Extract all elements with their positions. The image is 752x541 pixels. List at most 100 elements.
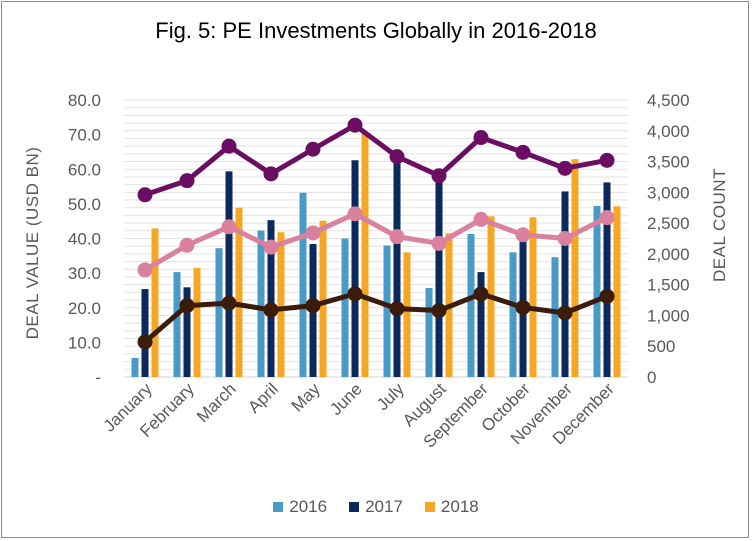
deal-count-point xyxy=(599,288,615,304)
deal-count-point xyxy=(179,298,195,314)
deal-count-point xyxy=(263,166,279,182)
deal-count-point xyxy=(557,160,573,176)
deal-count-point xyxy=(515,299,531,315)
bar-2018-june xyxy=(361,133,369,377)
deal-count-point xyxy=(263,239,279,255)
legend-swatch xyxy=(424,502,435,512)
y2-tick-label: 2,000 xyxy=(647,245,690,264)
deal-count-point xyxy=(473,130,489,146)
legend-label: 2018 xyxy=(440,497,479,516)
deal-count-point xyxy=(389,301,405,317)
deal-count-point xyxy=(515,144,531,160)
bar-2017-december xyxy=(603,182,611,377)
deal-count-point xyxy=(473,211,489,227)
y-tick-label: 50.0 xyxy=(68,195,101,214)
y2-tick-label: 2,500 xyxy=(647,214,690,233)
deal-count-point xyxy=(221,219,237,235)
bar-2016-october xyxy=(509,252,517,377)
deal-count-point xyxy=(221,138,237,154)
bar-2017-january xyxy=(141,289,149,377)
y2-axis-title: DEAL COUNT xyxy=(710,168,729,282)
bar-2018-april xyxy=(277,232,285,377)
bar-2016-december xyxy=(593,205,601,377)
legend: 2016 2017 2018 xyxy=(0,497,752,517)
deal-count-point xyxy=(557,231,573,246)
deal-count-point xyxy=(389,229,405,245)
bar-2017-april xyxy=(267,220,275,377)
deal-count-line-3 xyxy=(143,291,608,344)
x-tick-label: March xyxy=(193,379,240,426)
x-tick-label: June xyxy=(326,379,366,419)
bar-2017-august xyxy=(435,172,443,377)
bar-2016-june xyxy=(341,238,349,377)
legend-item-2018: 2018 xyxy=(424,497,479,517)
x-tick-label: April xyxy=(244,379,281,416)
legend-swatch xyxy=(273,502,284,512)
y-tick-label: 40.0 xyxy=(68,230,101,249)
deal-count-point xyxy=(179,173,195,189)
deal-count-point xyxy=(431,303,447,319)
bar-2016-august xyxy=(425,288,433,377)
y-tick-label: - xyxy=(95,368,101,387)
bar-2016-july xyxy=(383,245,391,377)
deal-count-point xyxy=(599,152,615,168)
y-tick-label: 60.0 xyxy=(68,160,101,179)
bar-2017-june xyxy=(351,160,359,377)
bar-2016-february xyxy=(173,272,181,377)
y-tick-label: 20.0 xyxy=(68,299,101,318)
deal-count-point xyxy=(431,168,447,184)
deal-count-point xyxy=(389,149,405,165)
deal-count-point xyxy=(557,305,573,321)
bar-2017-march xyxy=(225,171,233,377)
y2-tick-label: 3,000 xyxy=(647,183,690,202)
bar-2016-january xyxy=(131,357,139,377)
bar-2018-may xyxy=(319,220,327,377)
bar-2018-october xyxy=(529,217,537,377)
deal-count-point xyxy=(431,235,447,251)
deal-count-point xyxy=(137,187,153,203)
bar-2017-february xyxy=(183,287,191,377)
bar-2018-december xyxy=(613,206,621,377)
bar-2016-november xyxy=(551,257,559,377)
deal-count-point xyxy=(137,262,153,278)
bar-2016-april xyxy=(257,230,265,377)
y-tick-label: 80.0 xyxy=(68,91,101,110)
deal-count-point xyxy=(137,334,153,350)
lines xyxy=(137,117,615,350)
bar-2018-january xyxy=(151,228,159,377)
y-tick-label: 10.0 xyxy=(68,333,101,352)
bar-2018-march xyxy=(235,207,243,377)
deal-count-point xyxy=(473,286,489,302)
bar-2018-july xyxy=(403,252,411,377)
y-tick-label: 70.0 xyxy=(68,126,101,145)
x-tick-label: July xyxy=(373,379,408,414)
bar-2016-march xyxy=(215,248,223,377)
deal-count-point xyxy=(347,117,363,133)
y2-tick-label: 1,500 xyxy=(647,276,690,295)
legend-item-2017: 2017 xyxy=(349,497,403,517)
chart-title: Fig. 5: PE Investments Globally in 2016-… xyxy=(155,18,597,43)
deal-count-point xyxy=(347,286,363,302)
deal-count-point xyxy=(305,141,321,157)
bar-2016-september xyxy=(467,233,475,377)
y2-tick-label: 3,500 xyxy=(647,153,690,172)
bars xyxy=(131,133,621,377)
deal-count-point xyxy=(221,295,237,311)
legend-item-2016: 2016 xyxy=(273,497,327,517)
y2-tick-label: 4,500 xyxy=(647,91,690,110)
y2-tick-label: 1,000 xyxy=(647,306,690,325)
deal-count-point xyxy=(179,237,195,253)
y-axis-title: DEAL VALUE (USD BN) xyxy=(23,147,42,340)
y2-tick-label: 0 xyxy=(647,368,656,387)
deal-count-point xyxy=(347,206,363,222)
y2-tick-label: 4,000 xyxy=(647,122,690,141)
deal-count-point xyxy=(263,302,279,318)
bar-2018-november xyxy=(571,159,579,377)
deal-count-point xyxy=(305,225,321,241)
bar-2018-february xyxy=(193,267,201,377)
legend-label: 2016 xyxy=(289,497,328,516)
bar-2017-november xyxy=(561,191,569,377)
deal-count-point xyxy=(515,227,531,243)
bar-2017-july xyxy=(393,158,401,377)
